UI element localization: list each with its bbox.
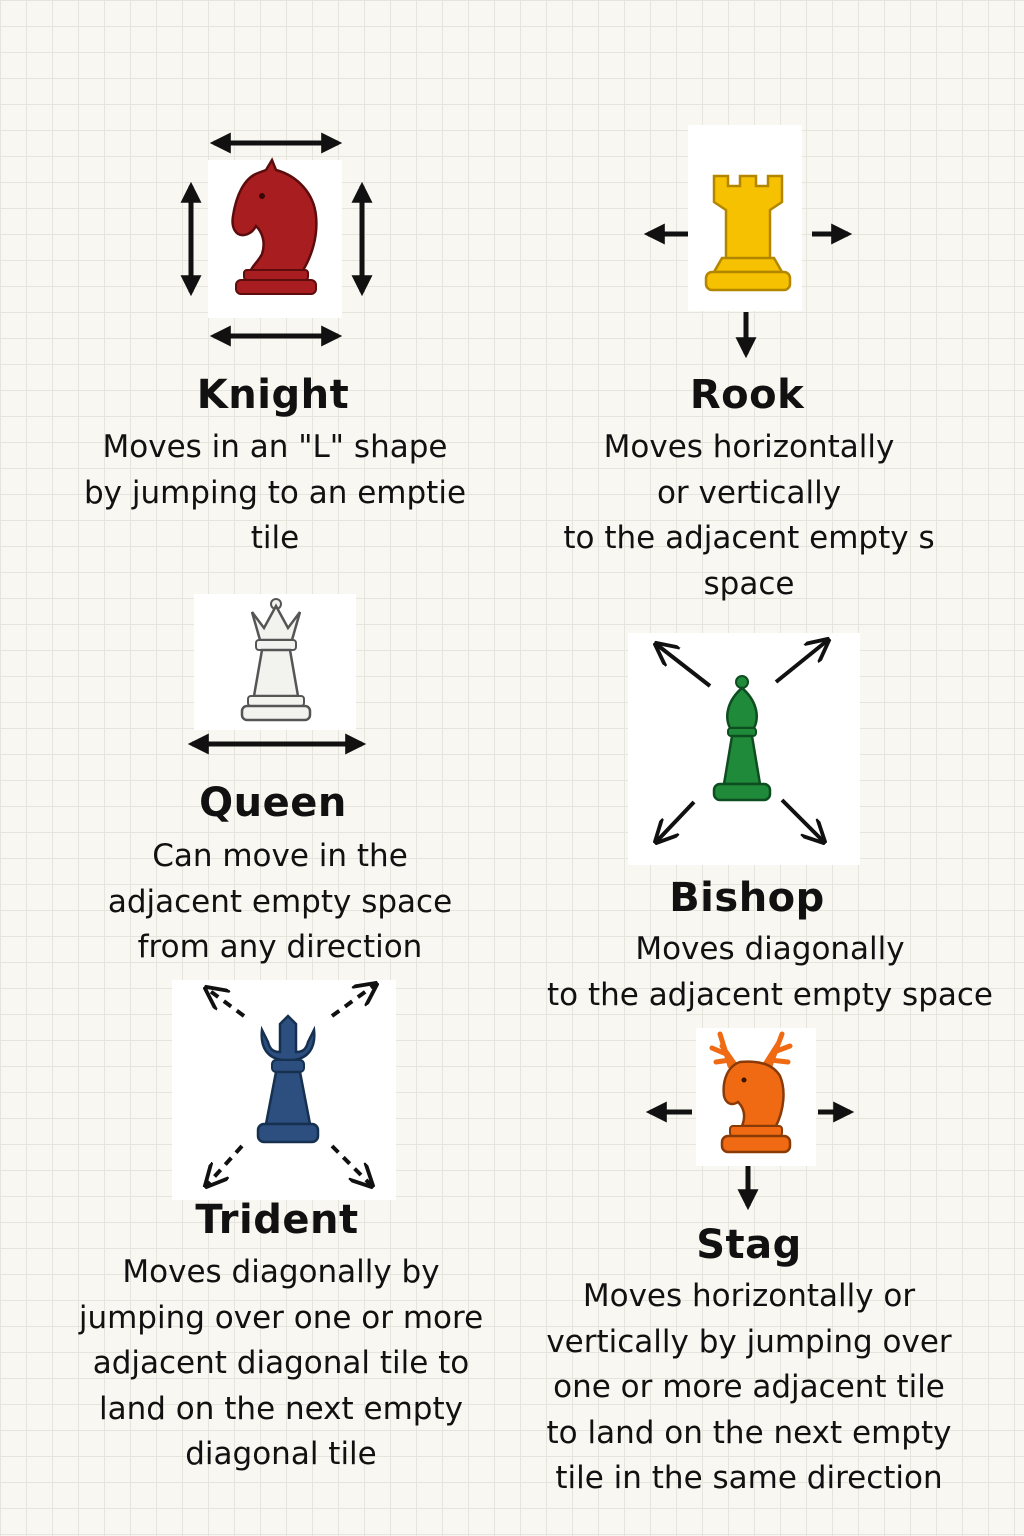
rook-description: Moves horizontally or vertically to the … [540,425,958,607]
queen-description-line: Can move in the [152,838,408,874]
queen-description-line: adjacent empty space [107,883,453,920]
stag-title: Stag [696,1222,802,1268]
trident-description-line: Moves diagonally by [122,1254,440,1290]
trident-description-line: land on the next empty [99,1390,463,1427]
queen-piece-icon [240,598,312,722]
rook-title: Rook [689,372,805,418]
trident-description-line: adjacent diagonal tile to [92,1345,470,1381]
stag-description-line: Moves horizontally or [582,1278,916,1314]
arrow-up-left [656,644,712,688]
rook-piece-icon [704,174,792,292]
bishop-description-line: Moves diagonally [635,931,905,967]
stag-piece-icon [709,1031,793,1154]
stag-description-line: tile in the same direction [555,1460,943,1496]
stag-description-line: vertically by jumping over [546,1323,952,1360]
trident-piece-icon [256,1014,320,1144]
trident-description-line: jumping over one or more [78,1299,484,1336]
trident-description: Moves diagonally by jumping over one or … [46,1250,516,1478]
knight-piece-icon [231,157,318,295]
knight-title: Knight [196,372,350,418]
knight-description-line: tile [250,520,300,556]
dashed-arrow-down-left [206,1144,244,1186]
trident-title: Trident [195,1197,359,1243]
bishop-description-line: to the adjacent empty space [546,976,993,1013]
queen-description-line: from any direction [137,929,423,965]
trident-description-line: diagonal tile [185,1436,377,1472]
stag-description-line: to land on the next empty [546,1414,952,1451]
arrow-down-right [780,798,824,842]
arrow-down-left [656,800,696,842]
queen-title: Queen [199,780,347,826]
bishop-piece-icon [712,675,772,802]
rook-description-line: to the adjacent empty s [563,520,935,556]
knight-description: Moves in an "L" shape by jumping to an e… [40,425,510,562]
arrow-up-right [774,640,828,684]
rook-description-line: or vertically [656,474,842,511]
dashed-arrow-up-left [206,988,246,1018]
bishop-description: Moves diagonally to the adjacent empty s… [540,927,1000,1018]
rook-description-line: Moves horizontally [603,429,895,465]
bishop-title: Bishop [669,875,825,921]
knight-description-line: by jumping to an emptie [83,474,467,511]
stag-description: Moves horizontally or vertically by jump… [514,1274,984,1502]
queen-description: Can move in the adjacent empty space fro… [60,834,500,971]
stag-description-line: one or more adjacent tile [553,1369,945,1405]
rook-description-line: space [703,565,795,602]
knight-description-line: Moves in an "L" shape [102,429,448,465]
